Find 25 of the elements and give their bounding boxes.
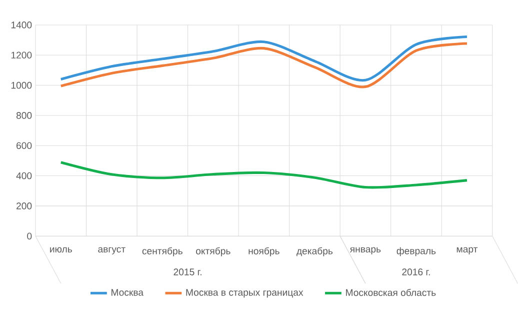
text: 2016 г.	[402, 268, 430, 276]
x-tick-label: июль	[50, 247, 72, 253]
y-tick-label: 1200	[11, 52, 32, 59]
x-tick-label: август	[98, 247, 126, 255]
y-tick-label: 200	[16, 202, 32, 210]
y-tick-label: 600	[16, 142, 32, 150]
legend-label: Москва в старых границах	[186, 289, 304, 298]
line-series	[60, 42, 468, 88]
x-tick-label: январь	[350, 247, 381, 255]
y-tick-label: 400	[16, 172, 32, 180]
x-tick-label: март	[456, 247, 478, 255]
text: 2015 г.	[174, 268, 202, 276]
x-tick-label: декабрь	[296, 247, 333, 256]
legend-label: Москва	[112, 289, 144, 296]
y-tick-label: 1000	[11, 82, 32, 89]
line-series	[60, 36, 468, 82]
x-tick-label: октябрь	[196, 247, 230, 256]
y-tick-label: 0	[27, 232, 32, 240]
y-tick-label: 1400	[11, 22, 32, 29]
legend-label: Московская область	[346, 289, 436, 296]
line-series	[60, 161, 468, 189]
x-tick-label: сентябрь	[142, 247, 182, 256]
y-tick-label: 800	[16, 112, 32, 120]
x-tick-label: ноябрь	[248, 247, 280, 256]
x-tick-label: февраль	[396, 247, 436, 256]
